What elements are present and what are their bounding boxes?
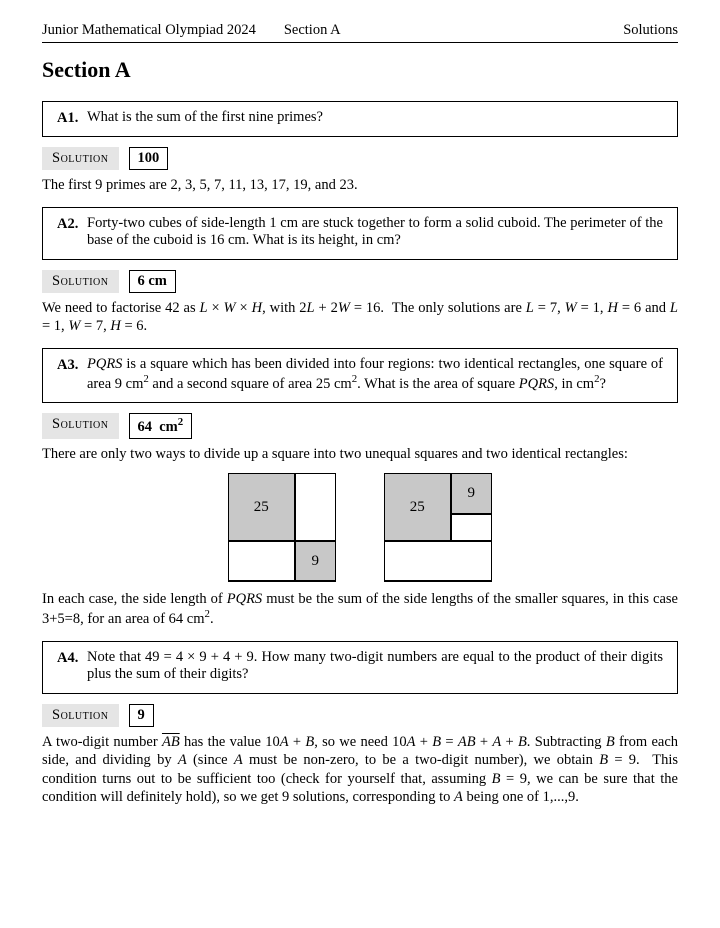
- solution-answer: 9: [129, 704, 154, 727]
- diagram-2: 25 9: [384, 474, 492, 582]
- question-text: PQRS is a square which has been divided …: [57, 356, 663, 393]
- question-number: A3.: [57, 357, 87, 374]
- page-header: Junior Mathematical Olympiad 2024 Sectio…: [42, 22, 678, 43]
- explanation: We need to factorise 42 as L × W × H, wi…: [42, 299, 678, 336]
- solution-answer: 6 cm: [129, 270, 176, 293]
- question-number: A2.: [57, 216, 87, 233]
- big-square: 25: [228, 473, 296, 541]
- page: Junior Mathematical Olympiad 2024 Sectio…: [0, 0, 720, 928]
- question-box-a1: A1. What is the sum of the first nine pr…: [42, 101, 678, 137]
- rect-2: [384, 541, 492, 582]
- solution-label: Solution: [42, 270, 119, 293]
- header-left: Junior Mathematical Olympiad 2024 Sectio…: [42, 22, 341, 39]
- question-box-a3: A3. PQRS is a square which has been divi…: [42, 348, 678, 404]
- solution-label: Solution: [42, 147, 119, 170]
- rect-1: [451, 514, 492, 541]
- explanation: The first 9 primes are 2, 3, 5, 7, 11, 1…: [42, 176, 678, 195]
- explanation-pre: There are only two ways to divide up a s…: [42, 445, 678, 464]
- explanation: A two-digit number AB has the value 10A …: [42, 733, 678, 807]
- big-square: 25: [384, 473, 452, 541]
- solution-row: Solution 100: [42, 147, 678, 170]
- small-square: 9: [451, 473, 492, 514]
- solution-answer: 64 cm2: [129, 413, 193, 439]
- section-title: Section A: [42, 57, 678, 83]
- question-box-a2: A2. Forty-two cubes of side-length 1 cm …: [42, 207, 678, 260]
- rect-2: [228, 541, 296, 582]
- solution-label: Solution: [42, 413, 119, 439]
- solution-row: Solution 9: [42, 704, 678, 727]
- explanation-post: In each case, the side length of PQRS mu…: [42, 590, 678, 629]
- question-box-a4: A4. Note that 49 = 4 × 9 + 4 + 9. How ma…: [42, 641, 678, 694]
- header-section: Section A: [284, 22, 341, 39]
- question-number: A1.: [57, 110, 87, 127]
- solution-row: Solution 6 cm: [42, 270, 678, 293]
- question-text: Forty-two cubes of side-length 1 cm are …: [57, 215, 663, 249]
- header-right: Solutions: [623, 22, 678, 39]
- question-text: Note that 49 = 4 × 9 + 4 + 9. How many t…: [57, 649, 663, 683]
- header-title: Junior Mathematical Olympiad 2024: [42, 22, 256, 39]
- question-text: What is the sum of the first nine primes…: [57, 109, 663, 126]
- diagram-1: 25 9: [228, 474, 336, 582]
- diagram-row: 25 9 25 9: [42, 474, 678, 582]
- question-number: A4.: [57, 650, 87, 667]
- small-square: 9: [295, 541, 336, 582]
- rect-1: [295, 473, 336, 541]
- solution-answer: 100: [129, 147, 169, 170]
- solution-label: Solution: [42, 704, 119, 727]
- solution-row: Solution 64 cm2: [42, 413, 678, 439]
